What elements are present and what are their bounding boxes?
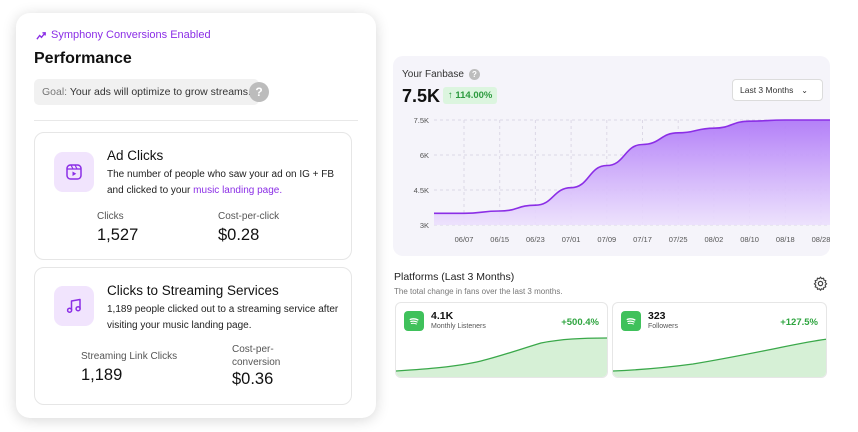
- fanbase-card: Your Fanbase ? 7.5K ↑ 114.00% Last 3 Mon…: [393, 56, 830, 256]
- fanbase-value: 7.5K: [402, 86, 441, 106]
- music-note-icon: [54, 286, 94, 326]
- fanbase-title: Your Fanbase ?: [402, 69, 480, 80]
- x-tick-label: 06/15: [490, 235, 509, 244]
- trend-arrow-icon: [36, 31, 46, 40]
- fanbase-title-label: Your Fanbase: [402, 69, 464, 80]
- x-tick-label: 08/18: [776, 235, 795, 244]
- monthly-listeners-label: Monthly Listeners: [431, 323, 486, 330]
- symphony-status-label: Symphony Conversions Enabled: [51, 29, 211, 41]
- ad-clicks-title: Ad Clicks: [107, 148, 164, 163]
- streaming-link-clicks-value: 1,189: [81, 366, 123, 384]
- goal-label: Goal:: [42, 86, 68, 98]
- goal-box: Goal: Your ads will optimize to grow str…: [34, 79, 259, 105]
- followers-label: Followers: [648, 323, 678, 330]
- divider: [34, 120, 358, 121]
- page-title: Performance: [34, 50, 132, 67]
- y-tick-label: 7.5K: [414, 116, 429, 125]
- spotify-icon: [404, 311, 424, 331]
- ad-clicks-desc-text: The number of people who saw your ad on …: [107, 169, 335, 196]
- performance-card: Symphony Conversions Enabled Performance…: [16, 13, 376, 418]
- followers-change: +127.5%: [780, 317, 818, 328]
- fanbase-area: [434, 120, 830, 225]
- gear-icon[interactable]: [813, 276, 828, 291]
- clicks-label: Clicks: [97, 211, 124, 222]
- x-tick-label: 07/01: [562, 235, 581, 244]
- y-tick-label: 6K: [420, 151, 429, 160]
- ad-clicks-description: The number of people who saw your ad on …: [107, 167, 347, 199]
- monthly-listeners-value: 4.1K: [431, 310, 454, 322]
- y-tick-label: 3K: [420, 221, 429, 230]
- monthly-listeners-sparkline: [396, 337, 607, 377]
- help-icon[interactable]: ?: [249, 82, 269, 102]
- fanbase-chart: 3K 4.5K 6K 7.5K 06/07 06/15 06/23 07/01 07/09 07/…: [414, 116, 830, 244]
- cost-per-click-label: Cost-per-click: [218, 211, 280, 222]
- symphony-status: Symphony Conversions Enabled: [36, 29, 211, 41]
- followers-sparkline: [613, 338, 826, 377]
- ad-clicks-card: Ad Clicks The number of people who saw y…: [34, 132, 352, 260]
- cost-per-conversion-value: $0.36: [232, 370, 274, 388]
- fanbase-help-icon[interactable]: ?: [468, 69, 480, 80]
- x-tick-label: 07/17: [633, 235, 652, 244]
- streaming-clicks-description: 1,189 people clicked out to a streaming …: [107, 304, 339, 331]
- reels-icon: [54, 152, 94, 192]
- x-tick-label: 06/23: [526, 235, 545, 244]
- chevron-down-icon: ⌄: [801, 86, 808, 95]
- cost-per-click-value: $0.28: [218, 226, 260, 244]
- goal-text: Your ads will optimize to grow streams.: [69, 86, 251, 98]
- platforms-subtitle: The total change in fans over the last 3…: [394, 287, 563, 296]
- x-tick-label: 08/28: [812, 235, 830, 244]
- streaming-clicks-title: Clicks to Streaming Services: [107, 283, 279, 298]
- x-tick-label: 07/25: [669, 235, 688, 244]
- platforms-title: Platforms (Last 3 Months): [394, 271, 515, 283]
- x-tick-label: 06/07: [455, 235, 474, 244]
- streaming-link-clicks-label: Streaming Link Clicks: [81, 351, 178, 362]
- x-tick-label: 08/10: [740, 235, 759, 244]
- clicks-value: 1,527: [97, 226, 139, 244]
- streaming-clicks-card: Clicks to Streaming Services 1,189 peopl…: [34, 267, 352, 405]
- cost-per-conversion-label: Cost-per-conversion: [232, 344, 281, 368]
- fanbase-change-badge: ↑ 114.00%: [443, 87, 498, 104]
- spotify-icon: [621, 311, 641, 331]
- date-range-value: Last 3 Months: [740, 85, 794, 95]
- x-tick-label: 07/09: [597, 235, 616, 244]
- platform-card-spotify-followers[interactable]: 323 Followers +127.5%: [612, 302, 827, 378]
- followers-value: 323: [648, 310, 666, 322]
- x-tick-label: 08/02: [705, 235, 724, 244]
- date-range-select[interactable]: Last 3 Months ⌄: [732, 79, 823, 101]
- fanbase-line: [434, 119, 830, 215]
- monthly-listeners-change: +500.4%: [561, 317, 599, 328]
- music-landing-page-link[interactable]: music landing page.: [193, 185, 283, 196]
- y-tick-label: 4.5K: [414, 186, 429, 195]
- platform-card-spotify-listeners[interactable]: 4.1K Monthly Listeners +500.4%: [395, 302, 608, 378]
